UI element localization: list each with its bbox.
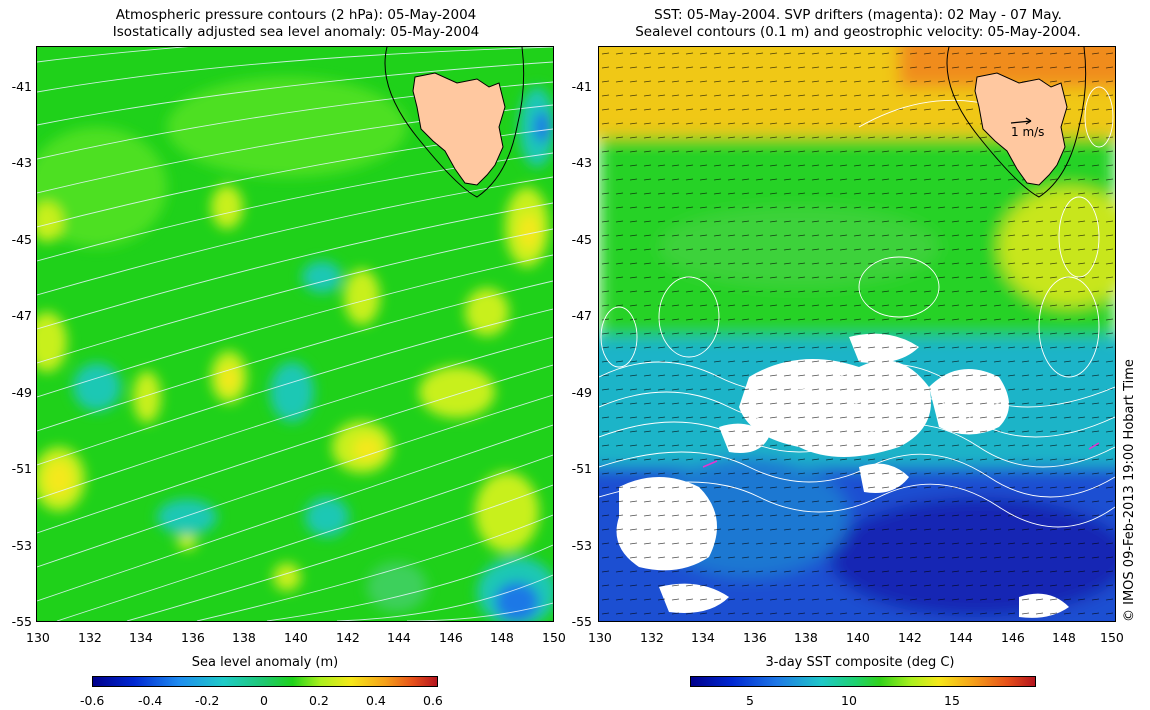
right-x-tick: 140 xyxy=(846,630,870,645)
sea-level-anomaly-map xyxy=(36,46,554,622)
right-cbar-tick: 5 xyxy=(746,693,754,708)
left-title-line1: Atmospheric pressure contours (2 hPa): 0… xyxy=(115,7,477,23)
right-y-tick: -43 xyxy=(571,155,592,170)
right-x-tick: 130 xyxy=(588,630,612,645)
left-y-tick: -51 xyxy=(11,461,32,476)
svp-drifter-tracks xyxy=(702,442,1100,468)
left-x-tick: 142 xyxy=(336,630,360,645)
right-x-tick: 138 xyxy=(794,630,818,645)
left-x-tick: 148 xyxy=(490,630,514,645)
right-x-tick: 148 xyxy=(1052,630,1076,645)
right-x-tick: 142 xyxy=(898,630,922,645)
right-y-tick: -45 xyxy=(571,232,592,247)
left-x-tick: 140 xyxy=(284,630,308,645)
tasmania-landmass xyxy=(412,72,506,186)
left-cbar-tick: 0.4 xyxy=(366,693,386,708)
sea-level-contours xyxy=(599,86,1115,528)
right-x-tick: 134 xyxy=(691,630,715,645)
left-cbar-tick: -0.4 xyxy=(138,693,163,708)
right-cbar-tick: 10 xyxy=(841,693,857,708)
imos-credit: © IMOS 09-Feb-2013 19:00 Hobart Time xyxy=(1122,359,1137,622)
left-x-tick: 132 xyxy=(78,630,102,645)
right-title-line2: Sealevel contours (0.1 m) and geostrophi… xyxy=(635,24,1081,40)
right-map-title: SST: 05-May-2004. SVP drifters (magenta)… xyxy=(598,7,1118,41)
left-x-tick: 150 xyxy=(542,630,566,645)
left-cbar-tick: 0.6 xyxy=(423,693,443,708)
velocity-scale-arrowhead xyxy=(1025,117,1032,125)
left-x-tick: 138 xyxy=(232,630,256,645)
sla-anomaly-blobs xyxy=(37,77,553,621)
right-x-tick: 150 xyxy=(1100,630,1124,645)
right-cbar-tick: 15 xyxy=(944,693,960,708)
left-x-tick: 136 xyxy=(181,630,205,645)
left-y-tick: -53 xyxy=(11,538,32,553)
left-y-tick: -43 xyxy=(11,155,32,170)
left-y-tick: -47 xyxy=(11,308,32,323)
right-y-tick: -47 xyxy=(571,308,592,323)
left-cbar-tick: 0.2 xyxy=(309,693,329,708)
left-x-tick: 134 xyxy=(129,630,153,645)
left-colorbar-label: Sea level anomaly (m) xyxy=(191,655,339,670)
left-y-tick: -49 xyxy=(11,385,32,400)
right-x-tick: 144 xyxy=(949,630,973,645)
left-x-tick: 144 xyxy=(387,630,411,645)
right-y-tick: -53 xyxy=(571,538,592,553)
bathymetry-contour xyxy=(384,47,525,198)
right-title-line1: SST: 05-May-2004. SVP drifters (magenta)… xyxy=(654,7,1062,23)
left-cbar-tick: -0.6 xyxy=(80,693,105,708)
left-map-title: Atmospheric pressure contours (2 hPa): 0… xyxy=(36,7,556,41)
tasmania-landmass xyxy=(974,72,1068,186)
right-y-tick: -49 xyxy=(571,385,592,400)
left-y-tick: -41 xyxy=(11,79,32,94)
sst-colorbar xyxy=(690,676,1036,687)
bathymetry-contour xyxy=(946,47,1087,198)
left-title-line2: Isostatically adjusted sea level anomaly… xyxy=(112,24,480,40)
left-y-tick: -45 xyxy=(11,232,32,247)
left-y-tick: -55 xyxy=(11,614,32,629)
left-cbar-tick: 0 xyxy=(260,693,268,708)
left-x-tick: 130 xyxy=(26,630,50,645)
right-colorbar-label: 3-day SST composite (deg C) xyxy=(765,655,955,670)
left-x-tick: 146 xyxy=(439,630,463,645)
left-cbar-tick: -0.2 xyxy=(195,693,220,708)
right-y-tick: -51 xyxy=(571,461,592,476)
sst-map: 1 m/s xyxy=(598,46,1116,622)
right-x-tick: 146 xyxy=(1001,630,1025,645)
velocity-scale-label: 1 m/s xyxy=(1011,125,1045,139)
right-x-tick: 132 xyxy=(640,630,664,645)
sst-map-graphic xyxy=(599,47,1115,621)
right-x-tick: 136 xyxy=(743,630,767,645)
sea-level-anomaly-map-graphic xyxy=(37,47,553,621)
right-y-tick: -55 xyxy=(571,614,592,629)
sea-level-colorbar xyxy=(92,676,438,687)
velocity-scale-arrow xyxy=(1010,120,1032,124)
right-y-tick: -41 xyxy=(571,79,592,94)
